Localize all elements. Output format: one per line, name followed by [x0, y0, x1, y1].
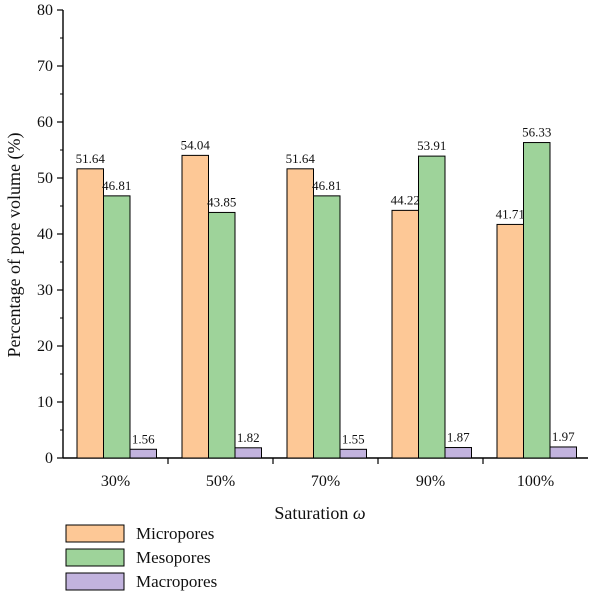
- bar: [76, 168, 104, 459]
- data-label: 1.56: [132, 431, 155, 446]
- x-axis-title-text: Saturation: [274, 503, 353, 523]
- bar: [129, 448, 157, 459]
- bar: [181, 154, 209, 459]
- legend-label: Macropores: [136, 572, 217, 591]
- bar: [339, 448, 367, 459]
- bar: [549, 446, 577, 459]
- legend: Micropores Mesopores Macropores: [65, 524, 217, 591]
- x-tick-label: 100%: [517, 473, 554, 490]
- data-label: 54.04: [181, 137, 211, 152]
- x-tick-label: 90%: [416, 473, 445, 490]
- y-tick-label: 0: [45, 450, 53, 467]
- y-tick-label: 50: [37, 170, 53, 187]
- data-label: 1.87: [447, 430, 470, 445]
- y-axis-title: Percentage of pore volume (%): [4, 133, 25, 358]
- x-axis-title: Saturation ω: [274, 503, 365, 523]
- bar: [313, 195, 341, 459]
- legend-swatch: [65, 524, 125, 543]
- data-label: 46.81: [102, 178, 131, 193]
- data-label: 41.71: [496, 206, 525, 221]
- bar: [103, 195, 131, 459]
- legend-label: Micropores: [136, 524, 214, 543]
- y-axis-ticks: 0 10 20 30 40 50 60 70 80: [37, 2, 63, 467]
- data-label: 1.55: [342, 431, 365, 446]
- data-label: 51.64: [286, 151, 316, 166]
- bars: [76, 142, 577, 459]
- data-label: 51.64: [76, 151, 106, 166]
- bar: [208, 211, 236, 459]
- y-tick-label: 10: [37, 394, 53, 411]
- data-labels: 51.64 46.81 1.56 54.04 43.85 1.82 51.64 46.81 1.…: [76, 125, 576, 447]
- data-label: 56.33: [522, 125, 551, 140]
- legend-swatch: [65, 572, 125, 591]
- data-label: 1.97: [552, 429, 575, 444]
- data-label: 1.82: [237, 430, 260, 445]
- data-label: 44.22: [391, 192, 420, 207]
- x-tick-label: 30%: [101, 473, 130, 490]
- bar: [523, 142, 551, 459]
- bar: [444, 447, 472, 459]
- bar: [391, 209, 419, 459]
- y-tick-label: 80: [37, 2, 53, 19]
- bar: [234, 447, 262, 459]
- y-tick-label: 70: [37, 58, 53, 75]
- legend-label: Mesopores: [136, 548, 211, 567]
- x-tick-label: 50%: [206, 473, 235, 490]
- legend-swatch: [65, 548, 125, 567]
- bar: [286, 168, 314, 459]
- data-label: 46.81: [312, 178, 341, 193]
- data-label: 53.91: [417, 138, 446, 153]
- x-axis-ticks: 30% 50% 70% 90% 100%: [101, 458, 554, 490]
- bar: [496, 223, 524, 459]
- y-tick-label: 40: [37, 226, 53, 243]
- data-label: 43.85: [207, 194, 236, 209]
- x-tick-label: 70%: [311, 473, 340, 490]
- bar: [418, 155, 446, 459]
- y-tick-label: 30: [37, 282, 53, 299]
- y-tick-label: 60: [37, 114, 53, 131]
- y-tick-label: 20: [37, 338, 53, 355]
- x-axis-title-symbol: ω: [353, 503, 366, 523]
